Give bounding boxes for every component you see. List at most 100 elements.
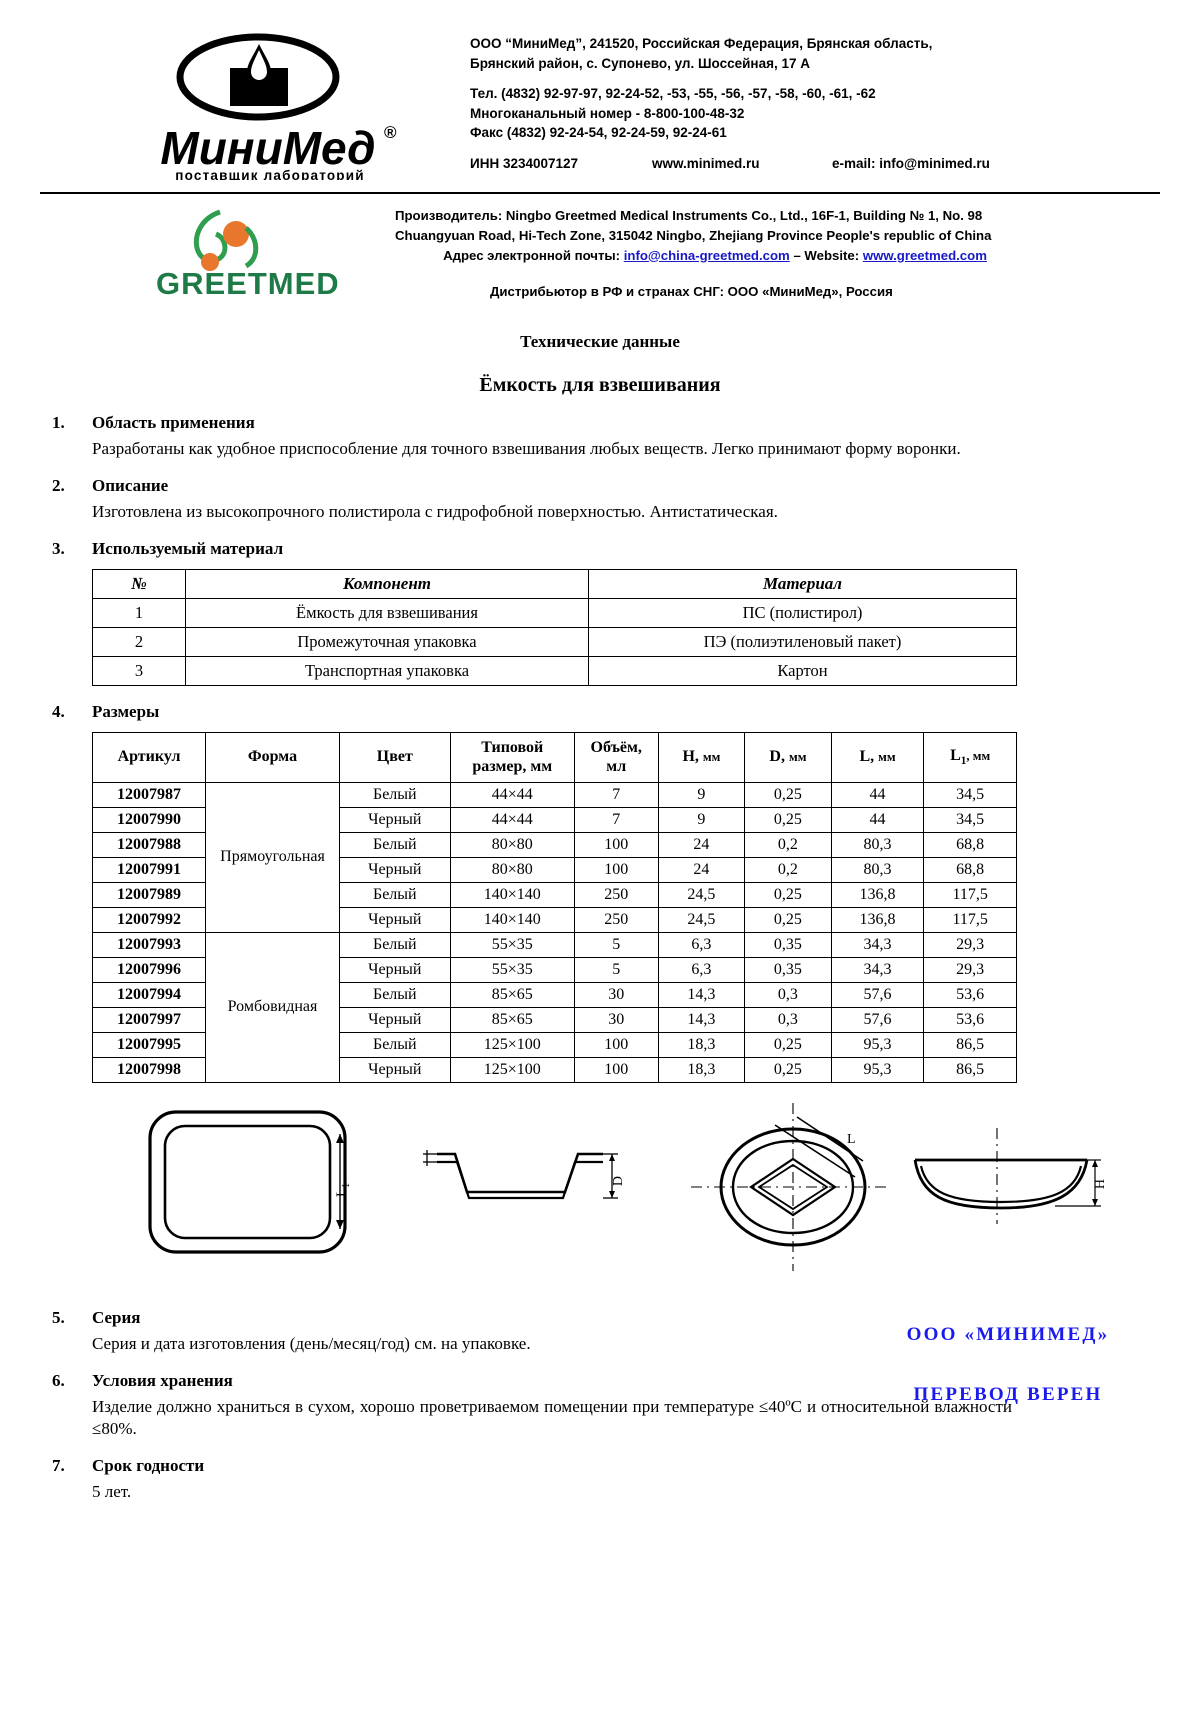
minimed-logo-text: МиниМед — [160, 122, 375, 174]
dim-col-l-sym: L, — [859, 748, 875, 766]
dim-l1: 86,5 — [923, 1056, 1017, 1083]
dim-l: 95,3 — [830, 1056, 925, 1083]
material-cell-num: 1 — [92, 598, 186, 629]
dim-h: 18,3 — [657, 1031, 746, 1058]
dim-size: 85×65 — [449, 1006, 575, 1033]
dim-col-form: Форма — [205, 732, 340, 783]
table-row: 12007996 Черный 55×35 5 6,3 0,35 34,3 29… — [91, 956, 1017, 983]
dim-l: 95,3 — [830, 1031, 925, 1058]
section-5-heading: 5. Серия — [52, 1308, 1160, 1328]
dim-l: 136,8 — [830, 906, 925, 933]
dimensions-table: Артикул Форма Цвет Типовой размер, мм Об… — [91, 732, 1017, 1083]
dim-article: 12007991 — [91, 856, 207, 883]
distributor-line: Дистрибьютор в РФ и странах СНГ: ООО «Ми… — [490, 284, 893, 300]
material-col-num: № — [92, 569, 186, 600]
section-2-title: Описание — [92, 476, 169, 496]
dim-l: 44 — [830, 806, 925, 833]
section-7-body: 5 лет. — [92, 1482, 132, 1502]
dim-col-volume-line2: мл — [606, 757, 627, 775]
section-1: 1. Область применения Разработаны как уд… — [52, 413, 1160, 460]
company-contact-block: ООО “МиниМед”, 241520, Российская Федера… — [470, 34, 1050, 173]
dim-d: 0,35 — [744, 956, 832, 983]
manufacturer-website-label: – Website: — [793, 247, 860, 263]
table-row: 12007997 Черный 85×65 30 14,3 0,3 57,6 5… — [91, 1006, 1017, 1033]
dim-h: 9 — [657, 806, 746, 833]
dim-size: 44×44 — [449, 781, 575, 808]
dim-size: 85×65 — [449, 981, 575, 1008]
section-6-body: Изделие должно храниться в сухом, хорошо… — [92, 1397, 1012, 1439]
dim-l: 34,3 — [830, 931, 925, 958]
dim-l1: 29,3 — [923, 956, 1017, 983]
drawing-rhombic-side-view: H — [905, 1124, 1105, 1249]
dim-col-article: Артикул — [91, 732, 207, 783]
letterhead: МиниМед ® поставщик лабораторий ООО “Мин… — [40, 28, 1160, 188]
dim-color: Белый — [339, 931, 451, 958]
drawing-label-l1: L1 — [334, 1183, 352, 1197]
dim-col-size-line1: Типовой — [481, 739, 544, 757]
dim-size: 140×140 — [449, 906, 575, 933]
dim-col-d: D, мм — [744, 732, 832, 783]
material-cell-material: Картон — [588, 656, 1017, 687]
table-row: 12007995 Белый 125×100 100 18,3 0,25 95,… — [91, 1031, 1017, 1058]
company-phones: Тел. (4832) 92-97-97, 92-24-52, -53, -55… — [470, 84, 1050, 143]
greetmed-logo: GREETMED — [150, 204, 370, 301]
section-7: 7. Срок годности 5 лет. — [52, 1456, 1160, 1503]
company-email[interactable]: e-mail: info@minimed.ru — [832, 155, 990, 171]
dim-h: 18,3 — [657, 1056, 746, 1083]
manufacturer-contacts: Адрес электронной почты: info@china-gree… — [395, 246, 1035, 266]
dim-h: 6,3 — [657, 931, 746, 958]
dim-l: 57,6 — [830, 1006, 925, 1033]
dim-color: Черный — [339, 1056, 451, 1083]
dim-article: 12007993 — [91, 931, 207, 958]
dim-color: Белый — [339, 781, 451, 808]
dim-color: Черный — [339, 906, 451, 933]
dim-form: Ромбовидная — [205, 931, 340, 1083]
material-cell-num: 2 — [92, 627, 186, 658]
registered-mark: ® — [384, 123, 397, 142]
section-6-number: 6. — [52, 1371, 65, 1391]
manufacturer-website[interactable]: www.greetmed.com — [862, 247, 987, 263]
dim-d: 0,3 — [744, 1006, 832, 1033]
dim-color: Черный — [339, 856, 451, 883]
dim-color: Белый — [339, 1031, 451, 1058]
drawing-rhombic-top-view: L — [675, 1099, 895, 1274]
dim-d: 0,25 — [744, 881, 832, 908]
dim-volume: 7 — [573, 781, 659, 808]
company-address: ООО “МиниМед”, 241520, Российская Федера… — [470, 34, 1050, 73]
technical-drawings: L1 D — [40, 1099, 1160, 1284]
dim-article: 12007994 — [91, 981, 207, 1008]
dim-volume: 30 — [573, 1006, 659, 1033]
dim-article: 12007996 — [91, 956, 207, 983]
dim-color: Белый — [339, 981, 451, 1008]
document-title: Ёмкость для взвешивания — [479, 374, 721, 396]
dim-col-l-unit: мм — [878, 750, 896, 765]
drawing-rectangular-top-view: L1 — [140, 1104, 370, 1274]
drawing-label-d: D — [611, 1176, 626, 1186]
section-1-body: Разработаны как удобное приспособление д… — [92, 439, 961, 458]
material-cell-component: Промежуточная упаковка — [185, 627, 589, 658]
dim-col-h-unit: мм — [702, 750, 721, 765]
dim-col-l1-sym: L — [950, 747, 961, 765]
company-multichannel: Многоканальный номер - 8-800-100-48-32 — [470, 105, 745, 121]
dim-d: 0,25 — [744, 1031, 832, 1058]
company-website[interactable]: www.minimed.ru — [652, 155, 760, 171]
dim-col-l: L, мм — [830, 732, 925, 783]
dim-col-size: Типовой размер, мм — [449, 732, 575, 783]
manufacturer-email[interactable]: info@china-greetmed.com — [623, 247, 790, 263]
dim-volume: 100 — [573, 831, 659, 858]
section-2-number: 2. — [52, 476, 65, 496]
dim-volume: 30 — [573, 981, 659, 1008]
material-cell-num: 3 — [92, 656, 186, 687]
dim-volume: 5 — [573, 931, 659, 958]
dim-h: 24,5 — [657, 881, 746, 908]
company-ids: ИНН 3234007127 www.minimed.ru e-mail: in… — [470, 154, 1050, 174]
section-2-heading: 2. Описание — [52, 476, 1160, 496]
dim-h: 14,3 — [657, 1006, 746, 1033]
dim-size: 140×140 — [449, 881, 575, 908]
dim-col-d-sym: D, — [769, 748, 785, 766]
section-3-title: Используемый материал — [92, 539, 284, 559]
dim-article: 12007992 — [91, 906, 207, 933]
dim-l1: 53,6 — [923, 1006, 1017, 1033]
company-phone: Тел. (4832) 92-97-97, 92-24-52, -53, -55… — [470, 86, 876, 102]
dim-h: 24 — [657, 831, 746, 858]
